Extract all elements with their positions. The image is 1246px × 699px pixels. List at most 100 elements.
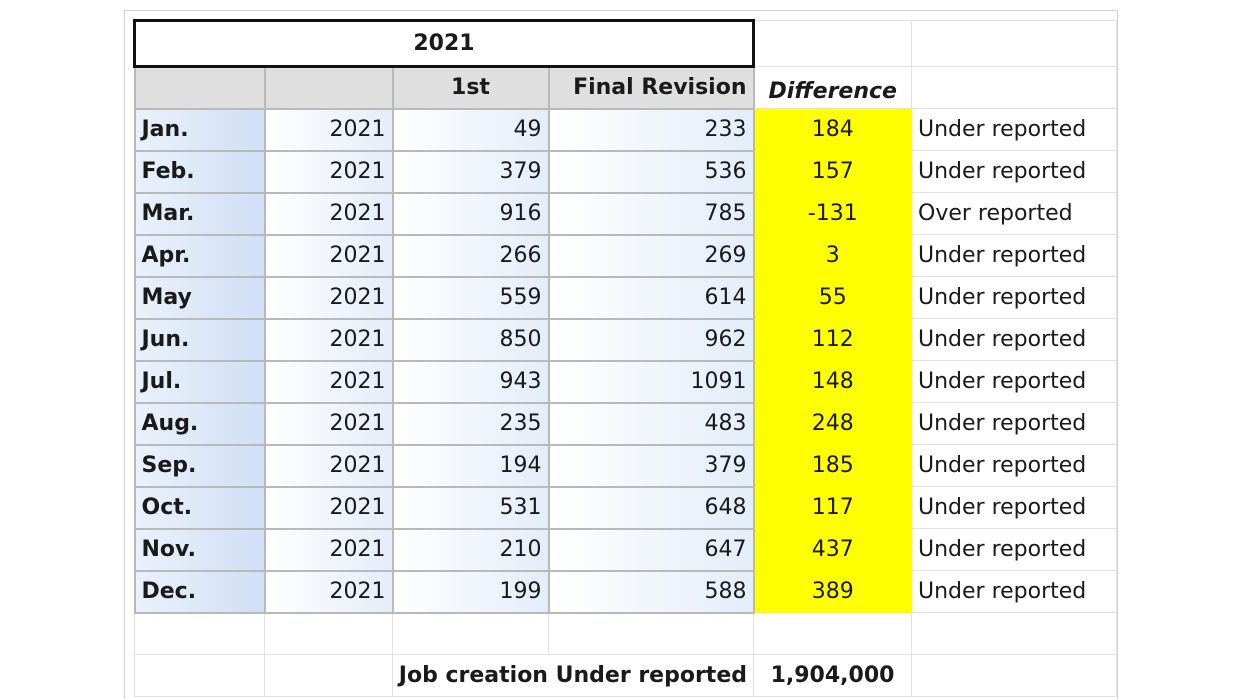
cell-year[interactable]: 2021: [263, 149, 394, 194]
table-row: Dec. 2021 199 588 389 Under reported: [133, 569, 1117, 614]
cell-first[interactable]: 49: [391, 107, 550, 152]
cell-first[interactable]: 379: [391, 149, 550, 194]
cell-year[interactable]: 2021: [263, 485, 394, 530]
cell-blank[interactable]: [264, 654, 393, 697]
cell-difference[interactable]: 437: [753, 528, 912, 571]
header-month[interactable]: [133, 65, 266, 110]
cell-blank[interactable]: [911, 612, 1117, 655]
header-difference[interactable]: Difference: [753, 66, 912, 109]
cell-first[interactable]: 943: [391, 359, 550, 404]
cell-final-revision[interactable]: 647: [547, 527, 755, 572]
header-final-revision[interactable]: Final Revision: [547, 65, 755, 110]
cell-month[interactable]: Mar.: [133, 191, 266, 236]
cell-blank[interactable]: [753, 20, 912, 67]
cell-difference[interactable]: 184: [753, 108, 912, 151]
cell-note[interactable]: Under reported: [911, 234, 1117, 277]
cell-year[interactable]: 2021: [263, 233, 394, 278]
cell-first[interactable]: 559: [391, 275, 550, 320]
cell-note[interactable]: Under reported: [911, 360, 1117, 403]
cell-note[interactable]: Under reported: [911, 528, 1117, 571]
cell-month[interactable]: Dec.: [133, 569, 266, 614]
cell-blank[interactable]: [911, 66, 1117, 109]
table-row: Oct. 2021 531 648 117 Under reported: [133, 485, 1117, 530]
cell-first[interactable]: 199: [391, 569, 550, 614]
cell-month[interactable]: May: [133, 275, 266, 320]
cell-note[interactable]: Under reported: [911, 486, 1117, 529]
cell-year[interactable]: 2021: [263, 443, 394, 488]
cell-month[interactable]: Jun.: [133, 317, 266, 362]
cell-note[interactable]: Under reported: [911, 108, 1117, 151]
cell-month[interactable]: Nov.: [133, 527, 266, 572]
cell-note[interactable]: Under reported: [911, 570, 1117, 613]
cell-year[interactable]: 2021: [263, 191, 394, 236]
cell-difference[interactable]: 185: [753, 444, 912, 487]
cell-final-revision[interactable]: 233: [547, 107, 755, 152]
cell-blank[interactable]: [134, 654, 265, 697]
cell-year[interactable]: 2021: [263, 275, 394, 320]
cell-difference[interactable]: 117: [753, 486, 912, 529]
cell-first[interactable]: 210: [391, 527, 550, 572]
header-first[interactable]: 1st: [391, 65, 550, 110]
cell-difference[interactable]: 55: [753, 276, 912, 319]
cell-year[interactable]: 2021: [263, 569, 394, 614]
cell-difference[interactable]: 389: [753, 570, 912, 613]
cell-difference[interactable]: -131: [753, 192, 912, 235]
cell-blank[interactable]: [911, 20, 1117, 67]
cell-final-revision[interactable]: 588: [547, 569, 755, 614]
cell-final-revision[interactable]: 536: [547, 149, 755, 194]
cell-blank[interactable]: [753, 612, 912, 655]
cell-first[interactable]: 531: [391, 485, 550, 530]
title-cell[interactable]: 2021: [133, 19, 755, 68]
cell-month[interactable]: Aug.: [133, 401, 266, 446]
cell-final-revision[interactable]: 648: [547, 485, 755, 530]
cell-final-revision[interactable]: 269: [547, 233, 755, 278]
cell-difference[interactable]: 3: [753, 234, 912, 277]
cell-month[interactable]: Jul.: [133, 359, 266, 404]
cell-year[interactable]: 2021: [263, 317, 394, 362]
cell-note[interactable]: Under reported: [911, 276, 1117, 319]
table-row: Aug. 2021 235 483 248 Under reported: [133, 401, 1117, 446]
empty-row: [134, 612, 1117, 655]
cell-first[interactable]: 916: [391, 191, 550, 236]
cell-note[interactable]: Over reported: [911, 192, 1117, 235]
cell-year[interactable]: 2021: [263, 107, 394, 152]
cell-year[interactable]: 2021: [263, 359, 394, 404]
cell-month[interactable]: Jan.: [133, 107, 266, 152]
cell-note[interactable]: Under reported: [911, 150, 1117, 193]
cell-first[interactable]: 235: [391, 401, 550, 446]
cell-difference[interactable]: 248: [753, 402, 912, 445]
cell-blank[interactable]: [548, 612, 754, 655]
summary-label[interactable]: Job creation Under reported: [392, 654, 754, 697]
cell-final-revision[interactable]: 962: [547, 317, 755, 362]
cell-difference[interactable]: 157: [753, 150, 912, 193]
cell-note[interactable]: Under reported: [911, 318, 1117, 361]
cell-final-revision[interactable]: 614: [547, 275, 755, 320]
data-table: 2021 1st Final Revision Difference Jan. 2…: [133, 19, 1117, 697]
cell-month[interactable]: Feb.: [133, 149, 266, 194]
cell-difference[interactable]: 112: [753, 318, 912, 361]
cell-blank[interactable]: [134, 612, 265, 655]
cell-month[interactable]: Oct.: [133, 485, 266, 530]
cell-year[interactable]: 2021: [263, 401, 394, 446]
cell-month[interactable]: Sep.: [133, 443, 266, 488]
cell-first[interactable]: 194: [391, 443, 550, 488]
cell-blank[interactable]: [264, 612, 393, 655]
cell-first[interactable]: 850: [391, 317, 550, 362]
header-year[interactable]: [263, 65, 394, 110]
summary-value[interactable]: 1,904,000: [753, 654, 912, 697]
cell-blank[interactable]: [392, 612, 549, 655]
table-row: May 2021 559 614 55 Under reported: [133, 275, 1117, 320]
cell-month[interactable]: Apr.: [133, 233, 266, 278]
cell-final-revision[interactable]: 483: [547, 401, 755, 446]
cell-final-revision[interactable]: 785: [547, 191, 755, 236]
cell-difference[interactable]: 148: [753, 360, 912, 403]
cell-final-revision[interactable]: 1091: [547, 359, 755, 404]
summary-row: Job creation Under reported 1,904,000: [134, 654, 1117, 697]
cell-first[interactable]: 266: [391, 233, 550, 278]
table-row: Sep. 2021 194 379 185 Under reported: [133, 443, 1117, 488]
cell-blank[interactable]: [911, 654, 1117, 697]
cell-note[interactable]: Under reported: [911, 444, 1117, 487]
cell-final-revision[interactable]: 379: [547, 443, 755, 488]
cell-note[interactable]: Under reported: [911, 402, 1117, 445]
cell-year[interactable]: 2021: [263, 527, 394, 572]
